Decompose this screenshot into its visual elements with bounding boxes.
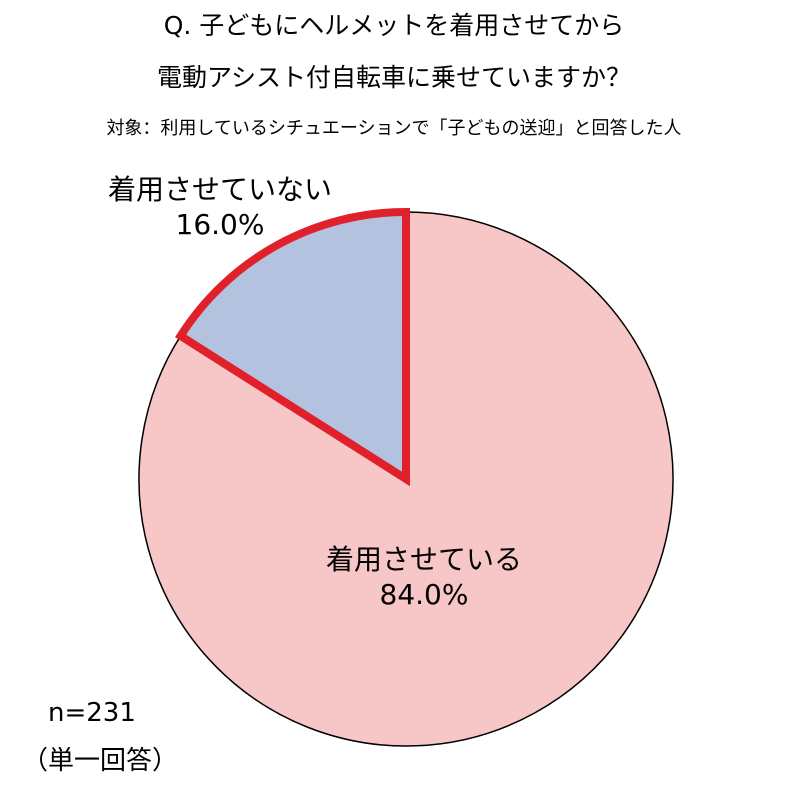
slice-label-wearing-name: 着用させている <box>325 543 522 576</box>
chart-title-line-2: 電動アシスト付自転車に乗せていますか？ <box>156 63 631 92</box>
sample-size-note: n=231 <box>48 698 136 728</box>
slice-label-wearing: 着用させている 84.0% <box>244 542 604 612</box>
slice-label-not-wearing-value: 16.0% <box>175 208 265 241</box>
pie-slice-not-wearing <box>175 207 410 487</box>
answer-type-note: （単一回答） <box>22 746 179 776</box>
pie-slices <box>138 207 674 747</box>
slice-label-not-wearing: 着用させていない 16.0% <box>40 172 400 242</box>
slice-label-wearing-value: 84.0% <box>379 578 469 611</box>
slice-label-not-wearing-name: 着用させていない <box>107 173 332 206</box>
chart-subtitle: 対象：利用しているシチュエーションで「子どもの送迎」と回答した人 <box>106 118 682 139</box>
chart-title-line-1: Q. 子どもにヘルメットを着用させてから <box>163 11 625 40</box>
